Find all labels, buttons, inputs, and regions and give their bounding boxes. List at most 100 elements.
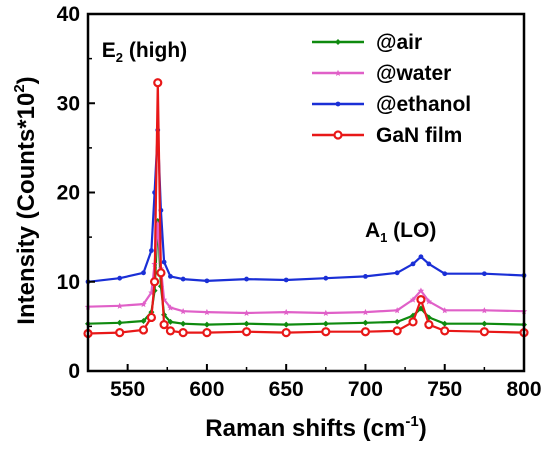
- data-point: [410, 261, 416, 267]
- data-point: [441, 307, 448, 314]
- data-point: [165, 326, 176, 336]
- y-axis-title: Intensity (Counts*102): [11, 76, 40, 324]
- data-point: [441, 320, 448, 327]
- data-point: [204, 278, 210, 284]
- data-point: [425, 298, 433, 305]
- data-point: [116, 319, 123, 326]
- data-point: [115, 328, 125, 338]
- data-point: [167, 304, 174, 311]
- y-tick-label: 10: [57, 271, 80, 294]
- data-point: [360, 327, 371, 337]
- x-axis-title: Raman shifts (cm-1): [205, 413, 426, 442]
- data-point: [479, 327, 489, 337]
- data-point: [154, 220, 161, 227]
- annotations: E2 (high) A1 (LO): [102, 39, 437, 245]
- legend-item: @ethanol: [312, 93, 471, 116]
- y-tick-label: 20: [57, 182, 80, 205]
- data-point: [140, 300, 147, 308]
- y-axis-title-main: Intensity (Counts*10: [13, 93, 40, 325]
- plot-series: [83, 78, 529, 339]
- data-point: [203, 308, 211, 316]
- data-point: [481, 320, 488, 327]
- data-point: [417, 287, 425, 294]
- data-point: [244, 276, 249, 282]
- legend-marker: [335, 39, 341, 45]
- data-point: [180, 320, 187, 327]
- data-point: [282, 308, 290, 316]
- legend-item: @air: [312, 31, 422, 54]
- data-point: [392, 326, 402, 336]
- data-point: [141, 270, 146, 276]
- data-point: [362, 308, 369, 316]
- series-gan-film: [83, 78, 529, 339]
- peak-label: E2 (high): [102, 39, 187, 65]
- series-line: [87, 128, 525, 283]
- x-tick-label: 650: [269, 378, 304, 401]
- peak-label-main: E: [102, 39, 116, 62]
- data-point: [140, 318, 147, 325]
- x-tick-label: 700: [348, 378, 383, 401]
- legend-marker: [333, 130, 343, 140]
- legend-label: @water: [376, 62, 451, 85]
- data-point: [323, 275, 329, 281]
- data-point: [408, 317, 418, 327]
- data-point: [362, 319, 369, 326]
- data-point: [322, 320, 329, 327]
- axis-ticks: 550 600 650 700 750 800 0 10 20 30 40: [57, 3, 542, 401]
- data-point: [153, 78, 163, 88]
- data-point: [393, 307, 401, 314]
- data-point: [416, 295, 426, 305]
- data-point: [138, 325, 149, 335]
- data-point: [148, 289, 155, 296]
- data-point: [243, 309, 250, 316]
- data-point: [440, 326, 450, 336]
- data-point: [160, 296, 168, 303]
- data-point: [283, 321, 290, 328]
- data-point: [424, 319, 434, 330]
- peak-label-rest: (high): [123, 39, 187, 62]
- series--water: [84, 220, 528, 316]
- data-point: [161, 259, 167, 265]
- legend-marker: [335, 101, 341, 107]
- data-point: [281, 328, 291, 338]
- y-tick-label: 30: [57, 92, 80, 115]
- data-point: [146, 312, 157, 323]
- data-point: [243, 320, 250, 327]
- data-point: [116, 302, 123, 309]
- data-point: [159, 319, 169, 330]
- peak-label-sub: 2: [116, 50, 123, 65]
- data-point: [283, 277, 289, 283]
- data-point: [322, 309, 330, 316]
- x-axis-title-end: ): [419, 415, 427, 442]
- data-point: [167, 318, 174, 325]
- data-point: [180, 276, 186, 282]
- data-point: [149, 248, 154, 253]
- y-axis-title-end: ): [13, 76, 40, 84]
- legend-item: GaN film: [312, 124, 462, 147]
- x-tick-label: 750: [427, 378, 462, 401]
- x-tick-label: 600: [189, 378, 224, 401]
- y-tick-label: 0: [68, 360, 80, 383]
- peak-label-main: A: [365, 219, 380, 242]
- data-point: [442, 271, 448, 277]
- peak-label: A1 (LO): [365, 219, 436, 245]
- data-point: [178, 328, 188, 338]
- data-point: [481, 307, 488, 314]
- data-point: [179, 308, 187, 315]
- data-point: [418, 254, 424, 260]
- data-point: [168, 273, 173, 279]
- legend-marker: [334, 69, 342, 76]
- data-point: [394, 318, 401, 325]
- legend-label: @air: [376, 31, 422, 54]
- data-point: [363, 273, 368, 279]
- x-axis-title-sup: -1: [405, 413, 418, 430]
- data-point: [156, 268, 166, 278]
- y-tick-label: 40: [57, 3, 80, 26]
- data-point: [241, 327, 252, 337]
- legend-label: @ethanol: [376, 93, 471, 116]
- data-point: [203, 321, 210, 328]
- data-point: [321, 327, 331, 337]
- data-point: [149, 277, 160, 287]
- x-tick-label: 800: [506, 378, 541, 401]
- data-point: [426, 261, 432, 267]
